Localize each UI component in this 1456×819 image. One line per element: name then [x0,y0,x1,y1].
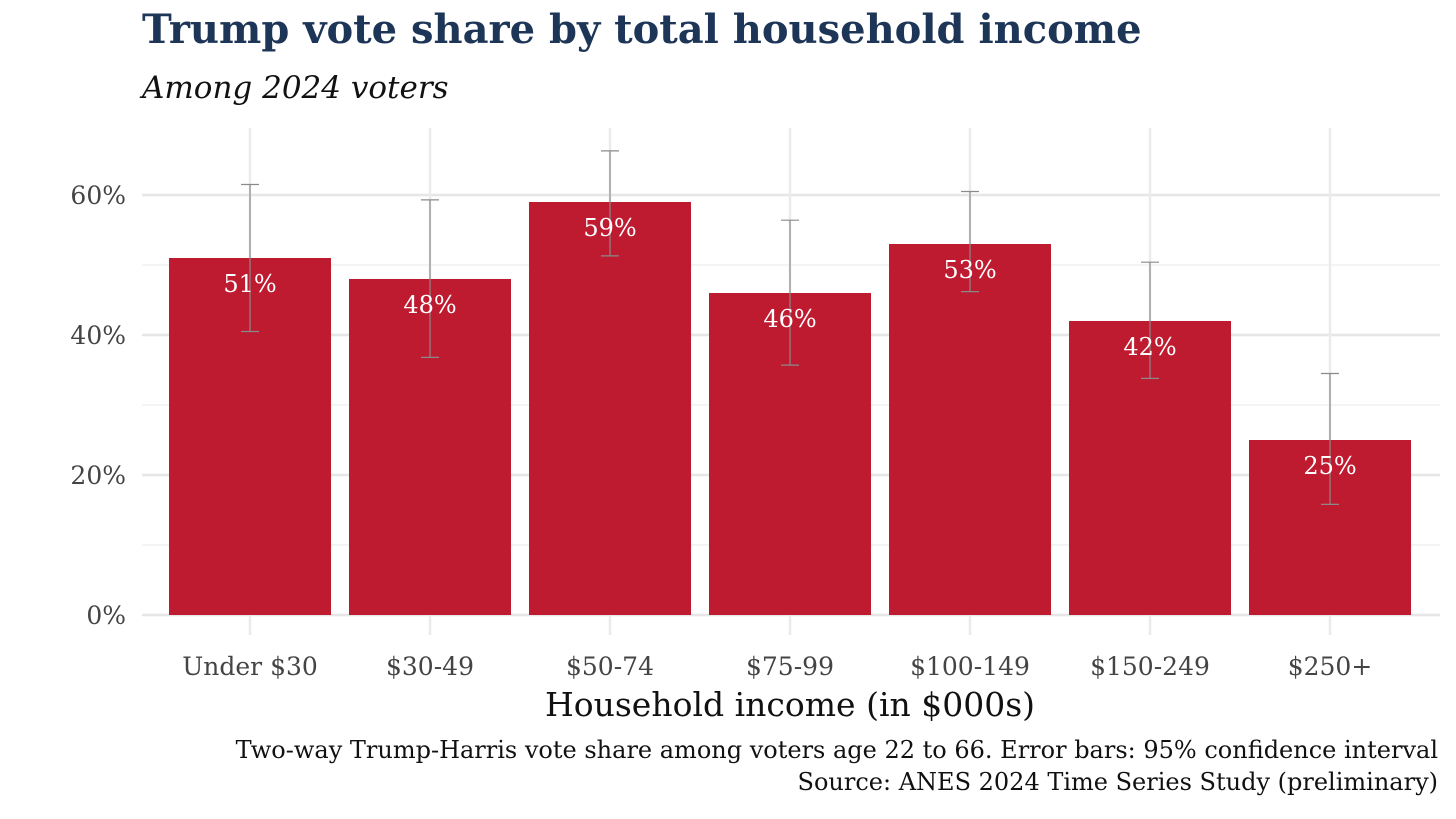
x-tick-label: $30-49 [386,652,474,681]
error-bars [241,150,1339,505]
data-label: 59% [583,214,636,242]
data-label: 46% [763,305,816,333]
caption-source: Source: ANES 2024 Time Series Study (pre… [797,768,1438,796]
error-bar [241,183,259,333]
error-bar [421,199,439,358]
data-label: 51% [223,270,276,298]
y-tick-label: 0% [86,601,126,630]
x-tick-label: $150-249 [1090,652,1210,681]
y-tick-label: 60% [70,181,126,210]
error-bar [1141,261,1159,379]
chart-title: Trump vote share by total household inco… [142,6,1142,53]
data-label: 48% [403,291,456,319]
error-bar [1321,372,1339,505]
caption-note: Two-way Trump-Harris vote share among vo… [235,736,1438,764]
y-axis-ticks: 0% 20% 40% 60% [70,181,126,630]
x-tick-label: $250+ [1288,652,1373,681]
x-axis-label: Household income (in $000s) [545,685,1035,724]
bar [529,202,691,615]
chart-subtitle: Among 2024 voters [142,70,449,106]
error-bar [961,190,979,293]
data-label: 25% [1303,452,1356,480]
x-tick-label: $100-149 [910,652,1030,681]
x-tick-label: Under $30 [182,652,318,681]
y-tick-label: 20% [70,461,126,490]
x-tick-label: $50-74 [566,652,654,681]
data-labels: 51% 48% 59% 46% 53% 42% 25% [223,214,1356,480]
error-bar [601,150,619,257]
y-tick-label: 40% [70,321,126,350]
x-tick-label: $75-99 [746,652,834,681]
data-label: 53% [943,256,996,284]
x-axis-ticks: Under $30 $30-49 $50-74 $75-99 $100-149 $150-… [182,652,1372,681]
error-bar [781,219,799,366]
data-label: 42% [1123,333,1176,361]
bar [889,244,1051,615]
